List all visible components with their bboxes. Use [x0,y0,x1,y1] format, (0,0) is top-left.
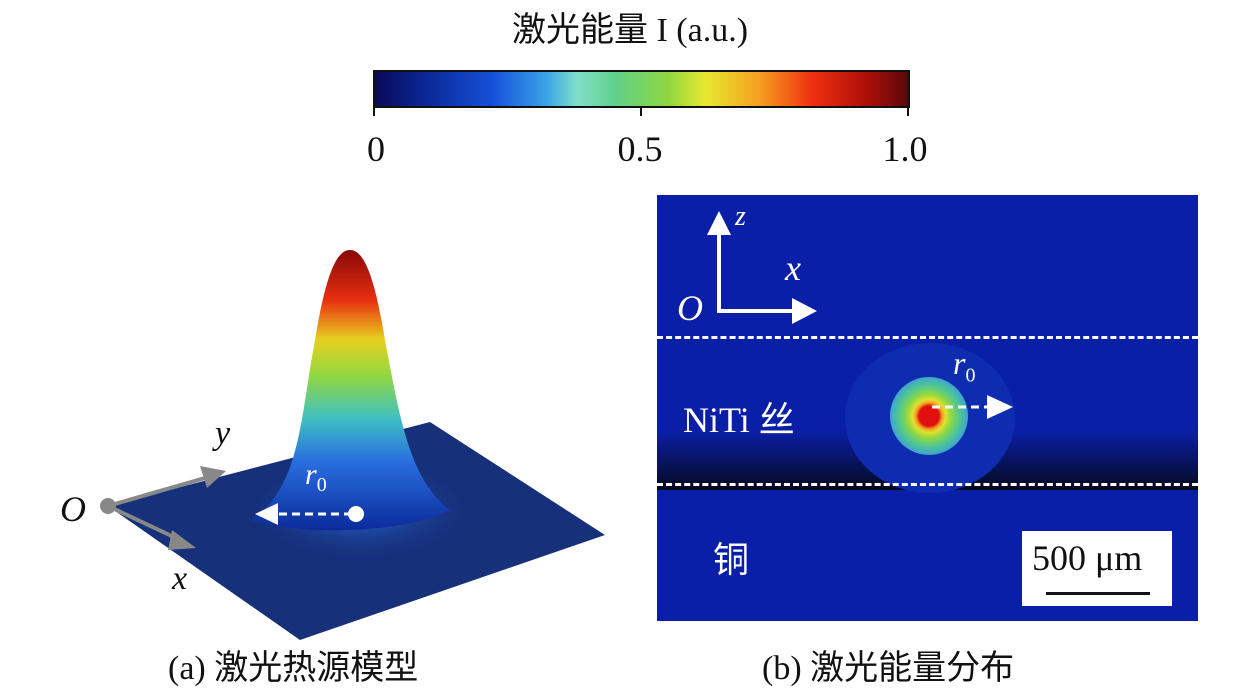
x-axis-label: x [172,560,188,597]
z-arrow-icon [707,211,731,235]
tick-label-1: 1.0 [882,129,928,169]
caption-b: (b) 激光能量分布 [762,650,1015,687]
colorbar-tick [907,106,909,116]
radius-label: r0 [953,345,976,387]
tick-label-0.5: 0.5 [617,129,663,169]
tick-label-0: 0 [367,129,385,169]
z-axis-label: z [735,201,746,232]
gaussian-peak [250,250,450,531]
colorbar-tick [373,106,375,116]
x-arrow-icon [168,530,196,550]
radius-label: r0 [305,458,327,496]
x-arrow-icon [792,298,817,324]
scale-bar: 500 μm [1022,531,1172,606]
colorbar-title: 激光能量 I (a.u.) [511,12,749,49]
caption-a: (a) 激光热源模型 [168,650,419,687]
laser-energy-map: O z x r0 NiTi 丝 铜 500 μm [657,195,1198,621]
wire-label: NiTi 丝 [683,400,795,440]
radius-arrow-icon [255,503,278,525]
y-axis-label: y [215,415,231,452]
gaussian-heat-source-3d [100,250,605,640]
laser-spot [890,377,968,455]
origin-label: O [60,489,86,529]
substrate-label: 铜 [713,540,750,580]
origin-label: O [677,288,703,328]
radius-arrow-icon [987,395,1013,419]
colorbar [373,70,910,108]
y-arrow-icon [200,466,226,488]
colorbar-tick [640,106,642,116]
x-axis-label: x [785,248,801,288]
